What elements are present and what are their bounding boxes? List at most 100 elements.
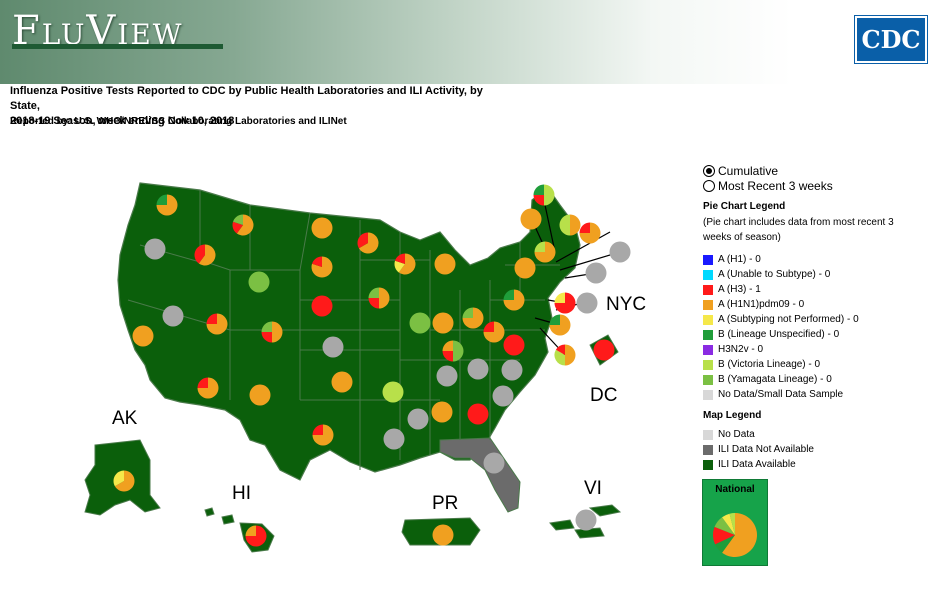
pie-slice xyxy=(514,257,536,279)
state-pie[interactable] xyxy=(467,358,489,380)
state-pie[interactable] xyxy=(492,385,514,407)
state-pie[interactable] xyxy=(311,217,333,239)
pie-slice xyxy=(722,513,757,557)
cumulative-radio[interactable]: Cumulative xyxy=(703,164,778,178)
map-legend-label: ILI Data Available xyxy=(718,459,796,470)
map-legend-heading: Map Legend xyxy=(703,410,762,421)
state-pie[interactable] xyxy=(409,312,431,334)
state-pie[interactable] xyxy=(503,289,525,311)
state-pie[interactable] xyxy=(407,408,429,430)
state-pie[interactable] xyxy=(467,403,489,425)
state-pie[interactable] xyxy=(249,384,271,406)
state-pie[interactable] xyxy=(113,470,135,492)
state-pie[interactable] xyxy=(520,208,542,230)
map-legend-label: No Data xyxy=(718,429,755,440)
pie-slice xyxy=(715,535,735,553)
pie-slice xyxy=(368,298,379,309)
cdc-logo[interactable]: CDC xyxy=(854,15,928,64)
state-pie[interactable] xyxy=(432,524,454,546)
pie-slice xyxy=(467,403,489,425)
pie-legend-item: H3N2v - 0 xyxy=(703,344,763,355)
state-pie[interactable] xyxy=(331,371,353,393)
state-shape-mainland[interactable] xyxy=(117,182,581,481)
pie-slice xyxy=(395,253,405,264)
alaska-label: AK xyxy=(112,408,138,429)
state-pie[interactable] xyxy=(609,241,631,263)
pie-legend-swatch xyxy=(703,254,713,265)
state-pie[interactable] xyxy=(554,292,576,314)
pie-slice xyxy=(162,305,184,327)
pie-slice xyxy=(312,424,323,435)
pie-legend-label: B (Victoria Lineage) - 0 xyxy=(718,359,821,370)
pie-legend-label: A (H1N1)pdm09 - 0 xyxy=(718,299,805,310)
pie-legend-item: A (H3) - 1 xyxy=(703,284,761,295)
state-pie[interactable] xyxy=(503,334,525,356)
state-pie[interactable] xyxy=(368,287,390,309)
cumulative-radio-button[interactable] xyxy=(703,165,715,177)
state-pie[interactable] xyxy=(311,295,333,317)
state-pie[interactable] xyxy=(483,321,505,343)
state-pie[interactable] xyxy=(514,257,536,279)
state-shape-virgin-islands[interactable] xyxy=(549,504,622,539)
state-pie[interactable] xyxy=(206,313,228,335)
state-pie[interactable] xyxy=(144,238,166,260)
pie-slice xyxy=(554,349,565,366)
state-pie[interactable] xyxy=(432,312,454,334)
state-pie[interactable] xyxy=(322,336,344,358)
pie-slice xyxy=(520,208,542,230)
pie-legend-label: B (Lineage Unspecified) - 0 xyxy=(718,329,840,340)
state-pie[interactable] xyxy=(549,314,571,336)
state-pie[interactable] xyxy=(245,525,267,547)
state-pie[interactable] xyxy=(357,232,379,254)
pie-slice xyxy=(233,214,243,225)
recent-3-weeks-radio-button[interactable] xyxy=(703,180,715,192)
state-pie[interactable] xyxy=(559,214,581,236)
pie-slice xyxy=(554,292,565,303)
national-panel[interactable]: National xyxy=(702,479,768,566)
pie-legend-item: A (Subtyping not Performed) - 0 xyxy=(703,314,859,325)
state-pie[interactable] xyxy=(312,424,334,446)
state-pie[interactable] xyxy=(442,340,464,362)
pie-slice xyxy=(379,287,390,309)
pie-slice xyxy=(559,214,570,236)
state-pie[interactable] xyxy=(382,381,404,403)
pie-slice xyxy=(144,238,166,260)
pie-legend-label: A (H3) - 1 xyxy=(718,284,761,295)
state-pie[interactable] xyxy=(575,509,597,531)
state-pie[interactable] xyxy=(394,253,416,275)
pie-slice xyxy=(198,244,216,266)
state-pie[interactable] xyxy=(483,452,505,474)
state-pie[interactable] xyxy=(194,244,216,266)
state-pie[interactable] xyxy=(462,307,484,329)
state-pie[interactable] xyxy=(132,325,154,347)
logo-underline xyxy=(12,44,223,49)
state-pie[interactable] xyxy=(383,428,405,450)
state-pie[interactable] xyxy=(554,344,576,366)
state-pie[interactable] xyxy=(431,401,453,423)
state-pie[interactable] xyxy=(311,256,333,278)
state-pie[interactable] xyxy=(156,194,178,216)
state-pie[interactable] xyxy=(501,359,523,381)
pie-slice xyxy=(565,344,576,366)
state-pie[interactable] xyxy=(248,271,270,293)
state-pie[interactable] xyxy=(585,262,607,284)
state-pie[interactable] xyxy=(713,513,757,557)
state-pie[interactable] xyxy=(434,253,456,275)
state-pie[interactable] xyxy=(436,365,458,387)
pie-slice xyxy=(331,371,353,393)
region-labels: AK HI PR VI DC NYC xyxy=(112,294,646,514)
state-pie[interactable] xyxy=(197,377,219,399)
pie-slice xyxy=(311,295,333,317)
state-pie[interactable] xyxy=(232,214,254,236)
pie-slice xyxy=(311,256,333,278)
recent-3-weeks-radio[interactable]: Most Recent 3 weeks xyxy=(703,179,833,193)
state-pie[interactable] xyxy=(576,292,598,314)
state-pie[interactable] xyxy=(593,339,615,361)
pie-slice xyxy=(714,517,735,535)
state-pie[interactable] xyxy=(534,241,556,263)
pie-slice xyxy=(394,260,405,273)
state-pie[interactable] xyxy=(261,321,283,343)
state-pie[interactable] xyxy=(533,184,555,206)
state-pie[interactable] xyxy=(162,305,184,327)
state-pie[interactable] xyxy=(579,222,601,244)
